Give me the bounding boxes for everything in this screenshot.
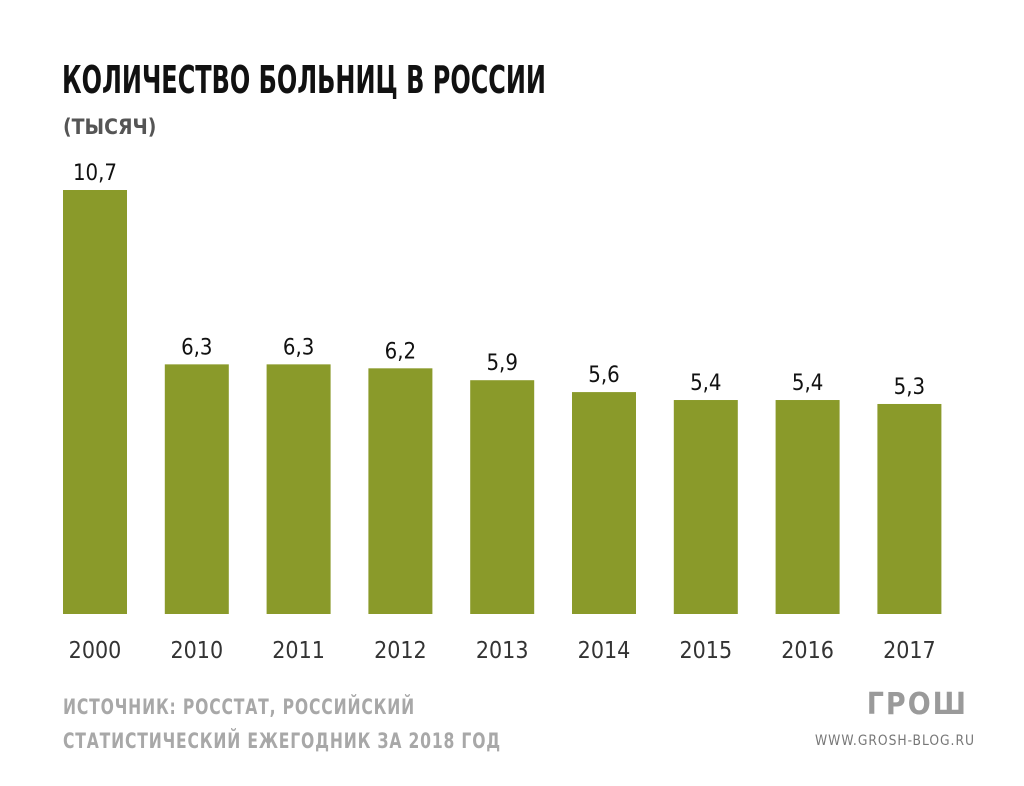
category-label-2013: 2013 (476, 638, 529, 664)
bar-2000 (63, 190, 127, 614)
source-line-1: ИСТОЧНИК: РОССТАТ, РОССИЙСКИЙ (63, 694, 415, 719)
value-label-2000: 10,7 (73, 161, 117, 186)
category-label-2000: 2000 (69, 638, 122, 664)
value-label-2012: 6,2 (385, 339, 416, 364)
value-label-2014: 5,6 (588, 363, 619, 388)
bar-2013 (470, 380, 535, 614)
source-line-2: СТАТИСТИЧЕСКИЙ ЕЖЕГОДНИК ЗА 2018 ГОД (63, 728, 501, 753)
value-label-2013: 5,9 (486, 351, 517, 376)
category-label-2016: 2016 (781, 638, 834, 664)
logo: ГРОШ (867, 687, 968, 722)
bar-2015 (673, 400, 738, 614)
category-label-2017: 2017 (883, 638, 936, 664)
category-label-2011: 2011 (272, 638, 325, 664)
category-label-2015: 2015 (679, 638, 732, 664)
value-label-2011: 6,3 (283, 335, 314, 360)
category-label-2012: 2012 (374, 638, 427, 664)
value-label-2015: 5,4 (690, 371, 721, 396)
bar-2012 (368, 368, 433, 614)
value-label-2010: 6,3 (181, 335, 212, 360)
bar-2011 (266, 364, 331, 614)
bar-2016 (775, 400, 840, 614)
bar-2010 (164, 364, 229, 614)
bar-2014 (572, 392, 636, 614)
bar-2017 (877, 403, 942, 614)
value-label-2016: 5,4 (792, 371, 823, 396)
chart-title: КОЛИЧЕСТВО БОЛЬНИЦ В РОССИИ (62, 58, 546, 102)
category-label-2010: 2010 (170, 638, 223, 664)
value-label-2017: 5,3 (894, 375, 925, 400)
category-label-2014: 2014 (578, 638, 631, 664)
site-url: WWW.GROSH-BLOG.RU (815, 733, 975, 749)
chart-subtitle: (ТЫСЯЧ) (63, 115, 156, 139)
